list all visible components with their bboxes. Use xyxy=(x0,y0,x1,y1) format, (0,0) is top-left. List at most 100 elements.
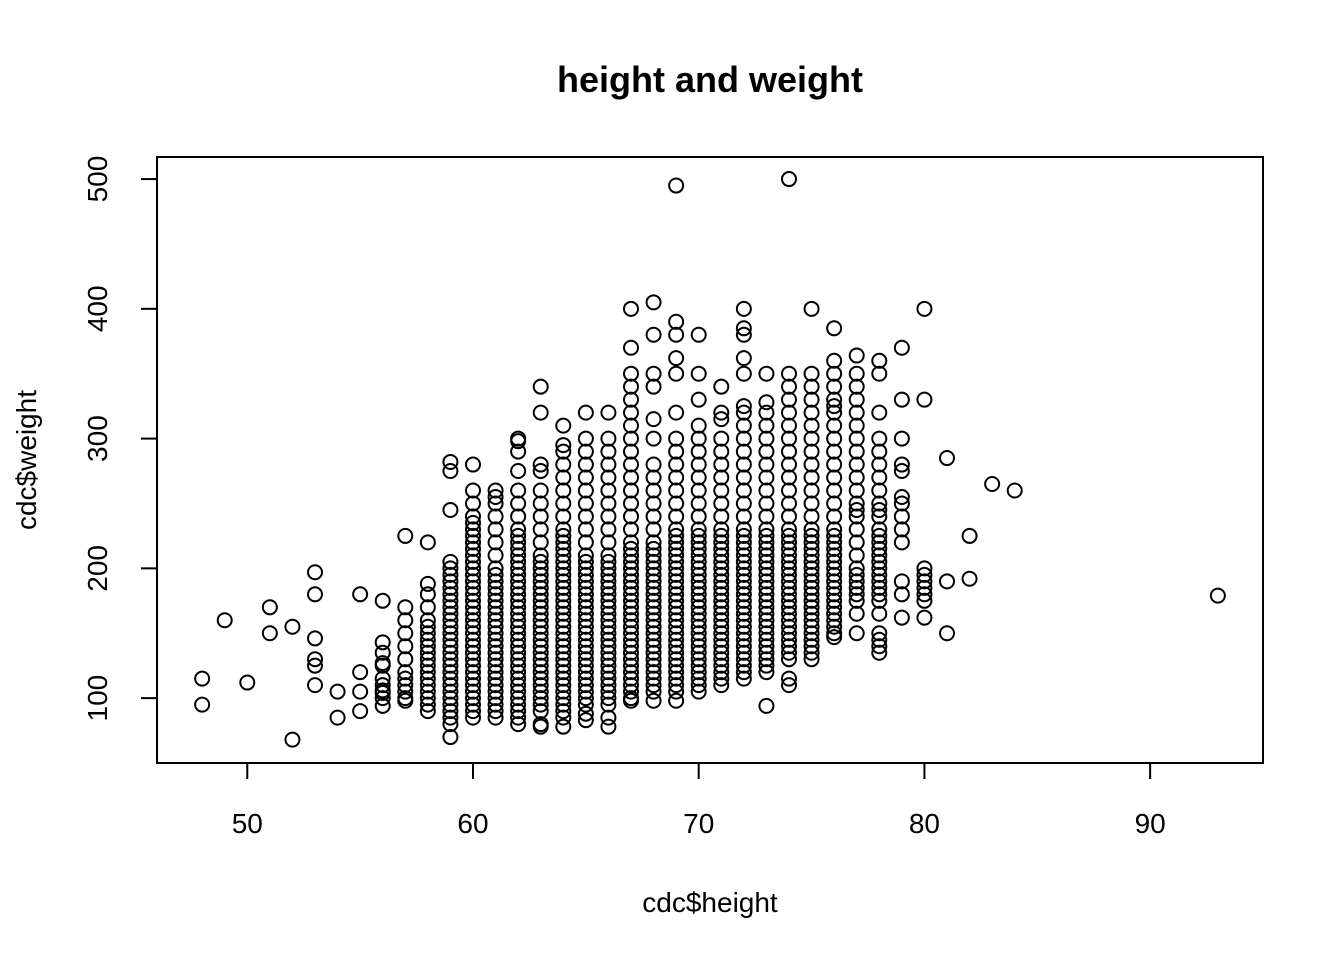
data-point xyxy=(645,547,662,564)
data-point xyxy=(623,547,639,564)
data-point xyxy=(645,566,662,583)
y-axis: 100 200 300 400 500 xyxy=(82,156,158,721)
data-point xyxy=(510,696,527,713)
data-point xyxy=(555,625,572,642)
data-point xyxy=(532,625,549,642)
data-point xyxy=(826,560,843,577)
data-point xyxy=(916,560,933,577)
data-point xyxy=(871,501,888,518)
data-point xyxy=(555,592,572,609)
data-point xyxy=(577,566,594,583)
data-point xyxy=(397,677,414,694)
data-point xyxy=(939,573,955,590)
data-point xyxy=(532,605,549,622)
data-point xyxy=(645,692,662,709)
data-point xyxy=(645,456,662,473)
y-axis-label: cdc$weight xyxy=(11,390,42,530)
data-point xyxy=(532,703,549,720)
data-point xyxy=(623,573,639,590)
data-point xyxy=(713,566,730,583)
data-point xyxy=(284,731,301,748)
data-point xyxy=(555,683,572,700)
data-point xyxy=(510,677,527,694)
data-point xyxy=(690,365,707,382)
data-point xyxy=(781,625,797,642)
data-point xyxy=(848,430,865,447)
data-point xyxy=(577,683,594,700)
data-point xyxy=(803,527,820,544)
data-point xyxy=(465,677,481,694)
y-tick-label: 400 xyxy=(82,285,113,332)
data-point xyxy=(668,456,685,473)
data-point xyxy=(848,391,865,408)
data-point xyxy=(803,625,820,642)
data-point xyxy=(713,644,730,661)
data-point xyxy=(735,625,752,642)
data-point xyxy=(600,534,617,551)
data-point xyxy=(442,709,459,726)
data-point xyxy=(713,495,730,512)
data-point xyxy=(465,573,481,590)
data-point xyxy=(690,625,707,642)
data-point xyxy=(645,670,662,687)
data-point xyxy=(577,690,594,707)
data-point xyxy=(848,592,865,609)
data-point xyxy=(623,430,639,447)
data-point xyxy=(758,612,775,629)
data-point xyxy=(577,495,594,512)
data-point xyxy=(713,625,730,642)
data-point xyxy=(735,599,752,616)
data-point xyxy=(826,398,843,415)
data-point xyxy=(1209,587,1226,604)
data-point xyxy=(713,651,730,668)
data-point xyxy=(487,592,504,609)
data-point xyxy=(690,326,707,343)
data-point xyxy=(510,651,527,668)
data-point xyxy=(645,586,662,603)
data-point xyxy=(577,644,594,661)
data-point xyxy=(532,495,549,512)
data-point xyxy=(781,547,797,564)
data-point xyxy=(781,430,797,447)
data-point xyxy=(781,508,797,525)
data-point xyxy=(465,657,481,674)
data-point xyxy=(442,657,459,674)
data-point xyxy=(465,540,481,557)
data-point xyxy=(555,696,572,713)
data-point xyxy=(623,300,639,317)
data-point xyxy=(826,612,843,629)
data-point xyxy=(826,566,843,583)
data-point xyxy=(893,495,910,512)
data-point xyxy=(803,638,820,655)
data-point xyxy=(713,411,730,428)
data-point xyxy=(758,664,775,681)
data-point xyxy=(442,670,459,687)
data-point xyxy=(600,618,617,635)
data-point xyxy=(803,404,820,421)
data-point xyxy=(600,482,617,499)
data-point xyxy=(803,560,820,577)
data-point xyxy=(758,508,775,525)
data-point xyxy=(555,540,572,557)
data-point xyxy=(690,618,707,635)
data-point xyxy=(532,534,549,551)
data-point xyxy=(735,443,752,460)
data-point xyxy=(577,508,594,525)
data-point xyxy=(781,527,797,544)
data-point xyxy=(871,579,888,596)
data-point xyxy=(826,482,843,499)
data-point xyxy=(781,618,797,635)
data-point xyxy=(690,417,707,434)
data-point xyxy=(871,605,888,622)
data-point xyxy=(510,540,527,557)
data-point xyxy=(645,605,662,622)
data-point xyxy=(781,521,797,538)
data-point xyxy=(532,463,549,480)
data-point xyxy=(668,365,685,382)
data-point xyxy=(645,482,662,499)
data-point xyxy=(487,599,504,616)
data-point xyxy=(510,716,527,733)
data-point xyxy=(623,469,639,486)
data-point xyxy=(826,352,843,369)
